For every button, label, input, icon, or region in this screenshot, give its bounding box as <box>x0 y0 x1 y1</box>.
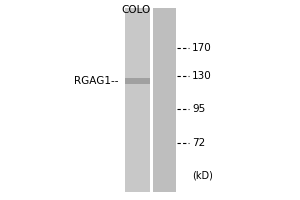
Text: (kD): (kD) <box>192 170 213 180</box>
Text: 170: 170 <box>192 43 212 53</box>
Text: 72: 72 <box>192 138 205 148</box>
FancyBboxPatch shape <box>124 78 150 84</box>
Text: 95: 95 <box>192 104 205 114</box>
FancyBboxPatch shape <box>124 8 150 192</box>
Text: RGAG1--: RGAG1-- <box>74 76 118 86</box>
Text: COLO: COLO <box>122 5 151 15</box>
FancyBboxPatch shape <box>153 8 176 192</box>
Text: 130: 130 <box>192 71 212 81</box>
